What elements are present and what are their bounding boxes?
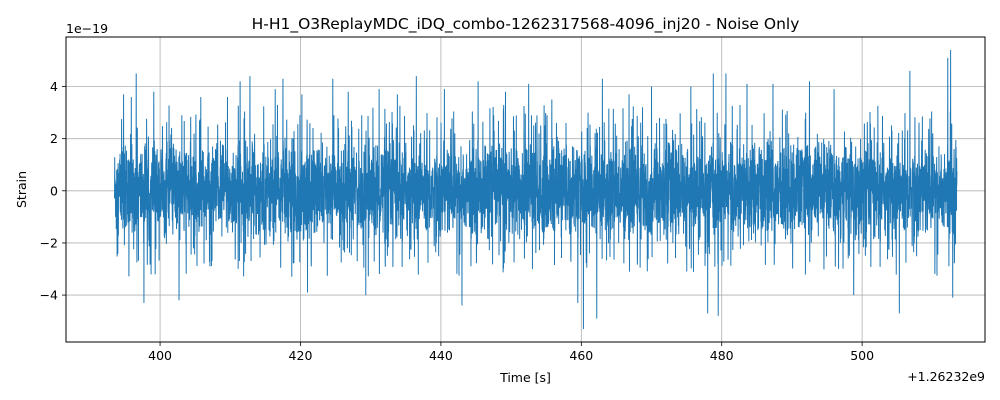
y-tick-label: −2 [40,235,58,250]
chart-title: H-H1_O3ReplayMDC_iDQ_combo-1262317568-40… [252,15,800,34]
y-axis-label: Strain [14,171,29,208]
plot-area [113,50,958,329]
series-line [113,50,958,329]
x-offset-label: +1.26232e9 [907,369,985,384]
x-tick-label: 500 [850,348,874,363]
x-tick-label: 460 [569,348,593,363]
axes-frame [65,36,986,343]
x-axis-label: Time [s] [499,370,551,385]
y-tick-label: −4 [40,288,58,303]
axis-ticks: 400 420 440 460 480 500 −4 −2 0 2 4 [40,79,875,363]
x-tick-label: 440 [429,348,453,363]
y-tick-label: 4 [50,79,58,94]
x-tick-label: 400 [148,348,172,363]
x-tick-label: 420 [289,348,313,363]
y-tick-label: 2 [50,131,58,146]
x-tick-label: 480 [710,348,734,363]
y-tick-label: 0 [50,183,58,198]
y-multiplier-label: 1e−19 [66,21,108,36]
